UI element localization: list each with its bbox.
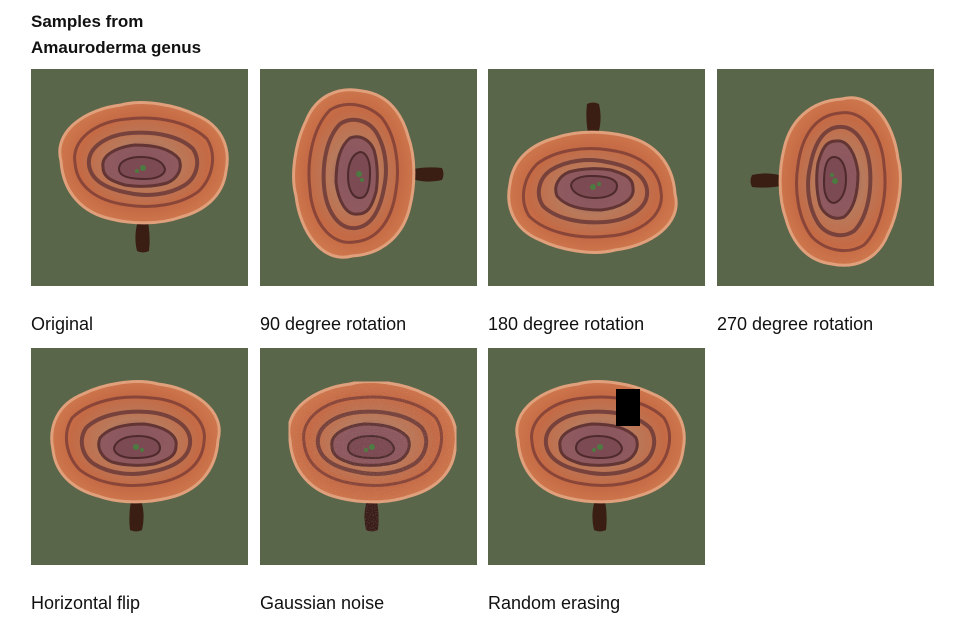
sample-image-gaussian-noise: [260, 348, 477, 565]
sample-image-original: [31, 69, 248, 286]
figure-title: Samples from Amauroderma genus: [31, 9, 201, 61]
mushroom-image: [291, 87, 446, 260]
caption-gaussian-noise: Gaussian noise: [260, 593, 385, 613]
caption-horizontal-flip: Horizontal flip: [31, 593, 141, 613]
mushroom-image: [506, 100, 679, 255]
caption-original: Original: [31, 314, 94, 334]
caption-rotate-270: 270 degree rotation: [717, 314, 874, 334]
erased-block: [616, 389, 640, 426]
mushroom-image: [286, 379, 459, 534]
mushroom-image: [49, 379, 222, 534]
sample-image-horizontal-flip: [31, 348, 248, 565]
sample-image-rotate-270: [717, 69, 934, 286]
mushroom-image: [748, 95, 903, 268]
mushroom-image: [514, 379, 687, 534]
sample-image-rotate-180: [488, 69, 705, 286]
caption-rotate-180: 180 degree rotation: [488, 314, 645, 334]
mushroom-image: [57, 100, 230, 255]
title-line-2: Amauroderma genus: [31, 38, 202, 57]
caption-random-erasing: Random erasing: [488, 593, 621, 613]
sample-image-rotate-90: [260, 69, 477, 286]
caption-rotate-90: 90 degree rotation: [260, 314, 407, 334]
sample-image-random-erasing: [488, 348, 705, 565]
title-line-1: Samples from: [31, 12, 144, 31]
